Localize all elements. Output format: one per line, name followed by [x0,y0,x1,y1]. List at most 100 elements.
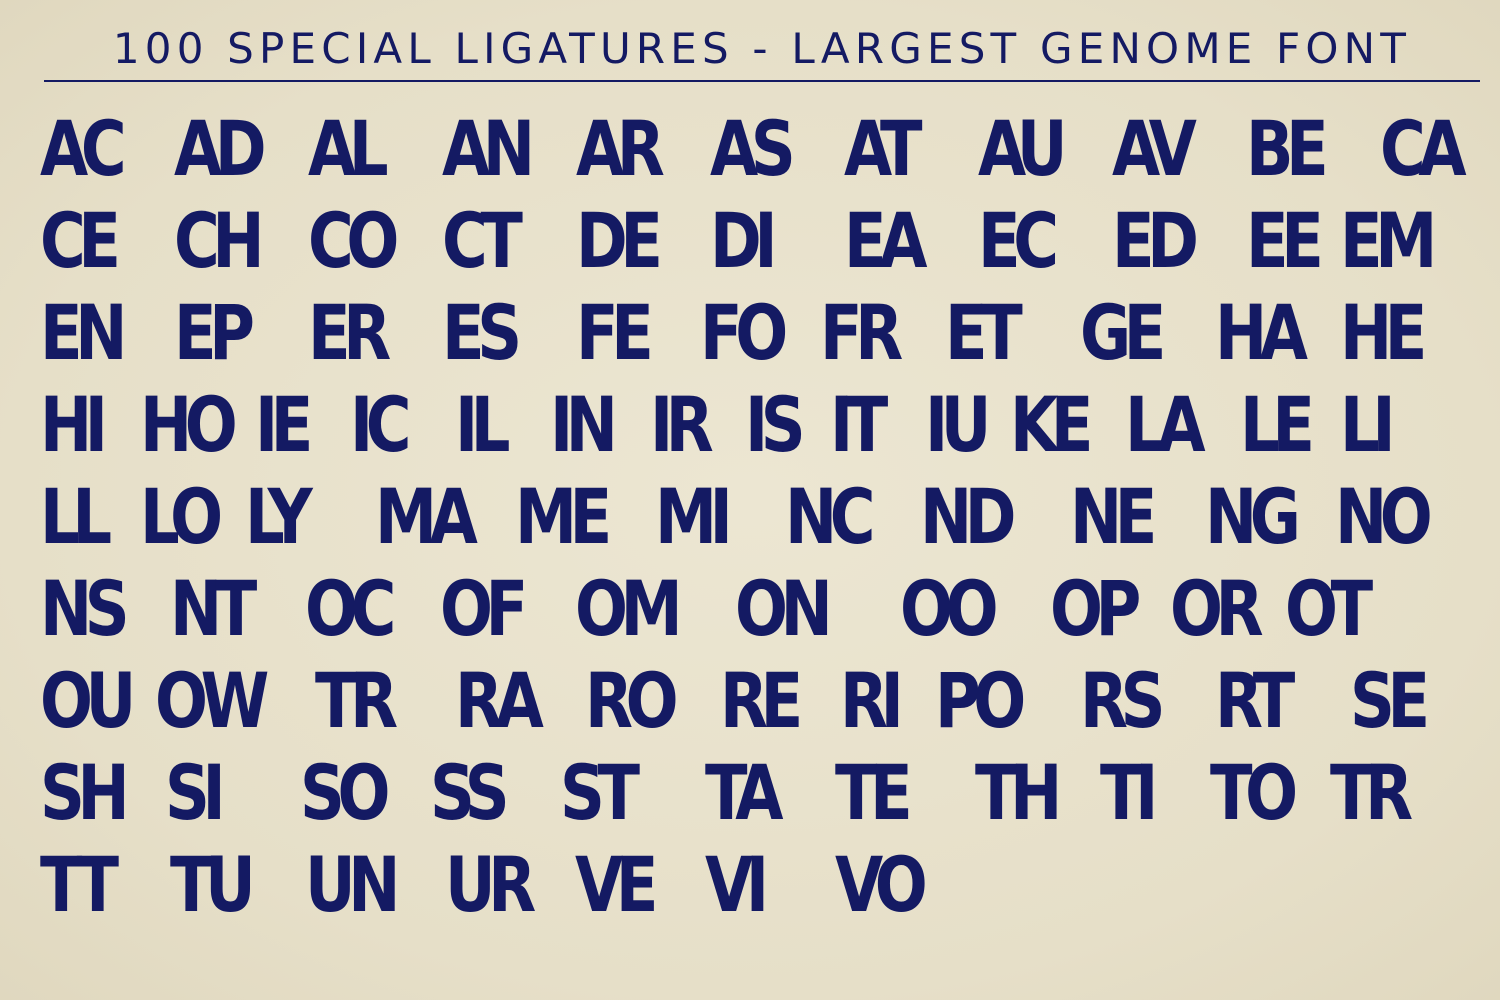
ligature-glyph: SI [165,748,226,837]
ligature-glyph: CT [442,196,523,285]
ligature-glyph: HE [1340,288,1427,377]
ligature-glyph: MA [375,472,478,561]
ligature-glyph: CH [174,196,265,285]
ligature-glyph: OT [1285,564,1373,653]
ligature-glyph: ST [560,748,640,837]
ligature-glyph: RI [840,656,904,745]
ligature-glyph: IL [455,380,511,469]
ligature-glyph: TI [1100,748,1158,837]
ligature-glyph: OR [1170,564,1264,653]
ligature-glyph: IT [830,380,888,469]
ligature-glyph: TE [835,748,913,837]
page-title: 100 SPECIAL LIGATURES - LARGEST GENOME F… [112,24,1412,73]
ligature-glyph: AR [576,104,665,193]
ligature-glyph: ET [945,288,1023,377]
ligature-glyph: LL [40,472,112,561]
ligature-glyph: RO [585,656,679,745]
ligature-glyph: KE [1010,380,1093,469]
ligature-glyph: DE [576,196,663,285]
ligature-glyph: EM [1340,196,1437,285]
ligature-glyph: IE [255,380,313,469]
ligature-glyph: EC [978,196,1059,285]
ligature-glyph: SS [430,748,510,837]
ligature-glyph: TU [170,840,256,929]
ligature-glyph: SO [300,748,390,837]
ligature-glyph: VE [575,840,658,929]
ligature-glyph: CA [1380,104,1467,193]
ligature-glyph: VO [835,840,928,929]
ligature-glyph: MI [655,472,733,561]
ligature-glyph: DI [710,196,778,285]
ligature-glyph: OO [900,564,999,653]
ligature-glyph: ED [1112,196,1199,285]
ligature-glyph: BE [1246,104,1329,193]
ligature-glyph: CE [40,196,121,285]
ligature-row: LL LO LY MA ME MI NC ND NE NG NO [40,476,1470,558]
ligature-glyph: IU [925,380,991,469]
ligature-glyph: VI [705,840,769,929]
ligature-glyph: EE [1246,196,1324,285]
ligature-glyph: AD [174,104,267,193]
ligature-glyph: RS [1080,656,1165,745]
ligature-glyph: OF [440,564,528,653]
ligature-glyph: RT [1215,656,1295,745]
ligature-glyph: AV [1112,104,1197,193]
ligature-glyph: ON [735,564,833,653]
ligature-glyph: OW [155,656,269,745]
ligature-glyph: TR [315,656,398,745]
ligature-glyph: TR [1330,748,1413,837]
ligature-glyph: TT [40,840,119,929]
ligature-row: EN EP ER ES FE FO FR ET GE HA HE [40,292,1470,374]
ligature-glyph: TO [1210,748,1298,837]
ligature-glyph: ME [515,472,612,561]
ligature-glyph: HA [1215,288,1308,377]
ligature-glyph: UN [305,840,400,929]
ligature-glyph: FO [700,288,788,377]
ligature-row: AC AD AL AN AR AS AT AU AV BE CA [40,108,1470,190]
header: 100 SPECIAL LIGATURES - LARGEST GENOME F… [44,22,1480,82]
ligature-glyph: TH [975,748,1062,837]
ligature-glyph: FR [820,288,903,377]
ligature-glyph: ND [920,472,1017,561]
ligature-glyph: GE [1080,288,1166,377]
ligature-glyph: LE [1240,380,1315,469]
ligature-glyph: EP [174,288,255,377]
ligature-glyph: NS [40,564,130,653]
ligature-glyph: AL [308,104,389,193]
ligature-glyph: ER [308,288,391,377]
ligature-glyph: FE [576,288,654,377]
ligature-glyph: LO [140,472,223,561]
ligature-glyph: LA [1125,380,1206,469]
ligature-row: OU OW TR RA RO RE RI PO RS RT SE [40,660,1470,742]
ligature-row: NS NT OC OF OM ON OO OP OR OT [40,568,1470,650]
ligature-glyph: OP [1050,564,1141,653]
ligature-row: HI HO IE IC IL IN IR IS IT IU KE LA LE L… [40,384,1470,466]
ligature-glyph: IR [650,380,714,469]
ligature-glyph: OC [305,564,396,653]
ligature-glyph: LY [245,472,313,561]
ligature-glyph: NT [170,564,257,653]
ligature-glyph: CO [308,196,399,285]
ligature-glyph: NG [1205,472,1301,561]
ligature-glyph: AC [40,104,127,193]
ligature-glyph: NE [1070,472,1157,561]
ligature-glyph: IS [745,380,806,469]
ligature-glyph: HI [40,380,108,469]
ligature-glyph: UR [445,840,536,929]
ligature-glyph: AS [710,104,796,193]
ligature-glyph: OM [575,564,683,653]
ligature-glyph: SE [1350,656,1430,745]
ligature-glyph: HO [140,380,238,469]
ligature-glyph: TA [705,748,784,837]
ligature-glyph: PO [935,656,1026,745]
ligature-glyph: EN [40,288,127,377]
ligature-glyph: NC [785,472,876,561]
ligature-glyph: OU [40,656,136,745]
ligature-glyph: AT [844,104,923,193]
ligature-glyph: SH [40,748,130,837]
ligature-glyph: IN [550,380,618,469]
ligature-glyph: AN [442,104,535,193]
ligature-row: CE CH CO CT DE DI EA EC ED EE EM [40,200,1470,282]
ligature-glyph: RE [720,656,803,745]
